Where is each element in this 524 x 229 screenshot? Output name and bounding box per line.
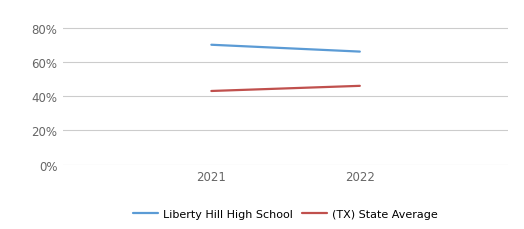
Liberty Hill High School xyxy=(357,51,363,54)
(TX) State Average xyxy=(208,90,214,93)
Liberty Hill High School xyxy=(208,44,214,47)
Line: Liberty Hill High School: Liberty Hill High School xyxy=(211,46,360,52)
Legend: Liberty Hill High School, (TX) State Average: Liberty Hill High School, (TX) State Ave… xyxy=(129,204,442,223)
Line: (TX) State Average: (TX) State Average xyxy=(211,87,360,92)
(TX) State Average xyxy=(357,85,363,88)
